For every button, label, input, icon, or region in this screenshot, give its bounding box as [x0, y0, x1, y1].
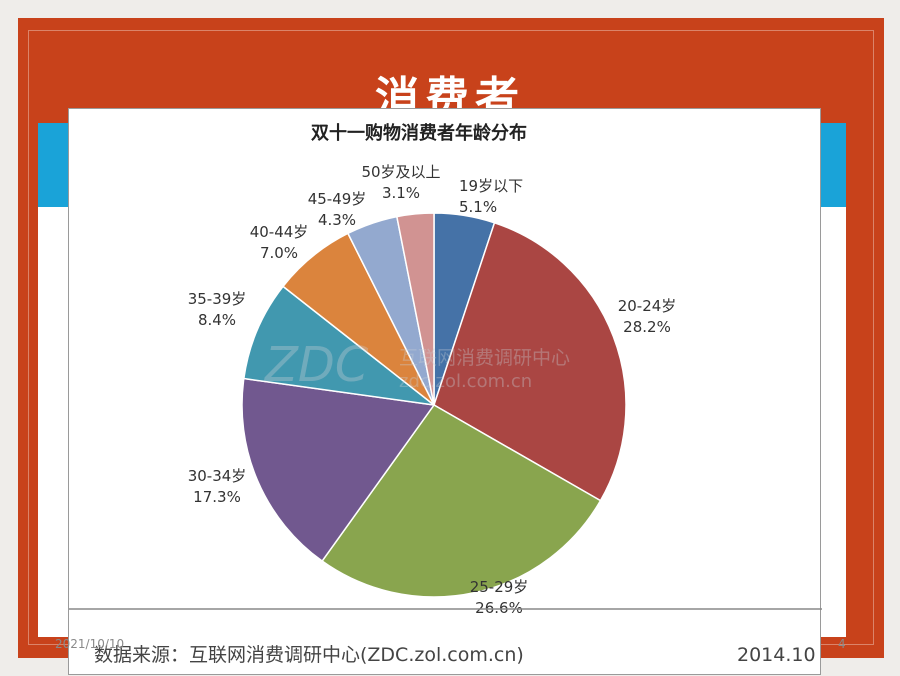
pie-slices: [241, 212, 627, 598]
page-number: 4: [838, 637, 846, 651]
pie-labels: 19岁以下 5.1% 20-24岁 28.2% 25-29岁 26.6% 30-34岁 17.…: [188, 163, 677, 617]
slice-label-4: 35-39岁: [188, 290, 247, 308]
slice-value-0: 5.1%: [459, 198, 497, 216]
slice-label-3: 30-34岁: [188, 467, 247, 485]
pie-slice-1: [433, 221, 627, 502]
pie-slice-3: [241, 377, 436, 563]
slice-label-6: 45-49岁: [308, 190, 367, 208]
slice-value-5: 7.0%: [260, 244, 298, 262]
watermark: ZDC 互联网消费调研中心 zdc.zol.com.cn: [263, 337, 570, 393]
chart-svg: 双十一购物消费者年龄分布 ZDC 互联网消费调研中心 zdc.zol.com.c…: [69, 122, 822, 666]
slice-value-3: 17.3%: [193, 488, 241, 506]
slice-value-4: 8.4%: [198, 311, 236, 329]
chart-title: 双十一购物消费者年龄分布: [311, 122, 527, 144]
watermark-url: zdc.zol.com.cn: [399, 371, 532, 392]
slice-label-2: 25-29岁: [470, 578, 529, 596]
footer-date: 2021/10/10: [55, 637, 125, 651]
slice-value-1: 28.2%: [623, 318, 671, 336]
slice-label-1: 20-24岁: [618, 297, 677, 315]
pie-chart: 双十一购物消费者年龄分布 ZDC 互联网消费调研中心 zdc.zol.com.c…: [68, 108, 822, 675]
chart-source: 数据来源：互联网消费调研中心(ZDC.zol.com.cn): [94, 644, 524, 666]
slice-value-6: 4.3%: [318, 211, 356, 229]
watermark-brand: ZDC: [263, 337, 369, 393]
slice-label-0: 19岁以下: [459, 177, 523, 195]
pie-slice-2: [321, 404, 602, 598]
pie-slice-7: [395, 212, 435, 406]
pie-slice-4: [242, 285, 437, 407]
slice-value-2: 26.6%: [475, 599, 523, 617]
watermark-name: 互联网消费调研中心: [399, 347, 570, 369]
slice-label-7: 50岁及以上: [361, 163, 440, 181]
slice-value-7: 3.1%: [382, 184, 420, 202]
chart-date: 2014.10: [737, 644, 816, 666]
slice-label-5: 40-44岁: [250, 223, 309, 241]
